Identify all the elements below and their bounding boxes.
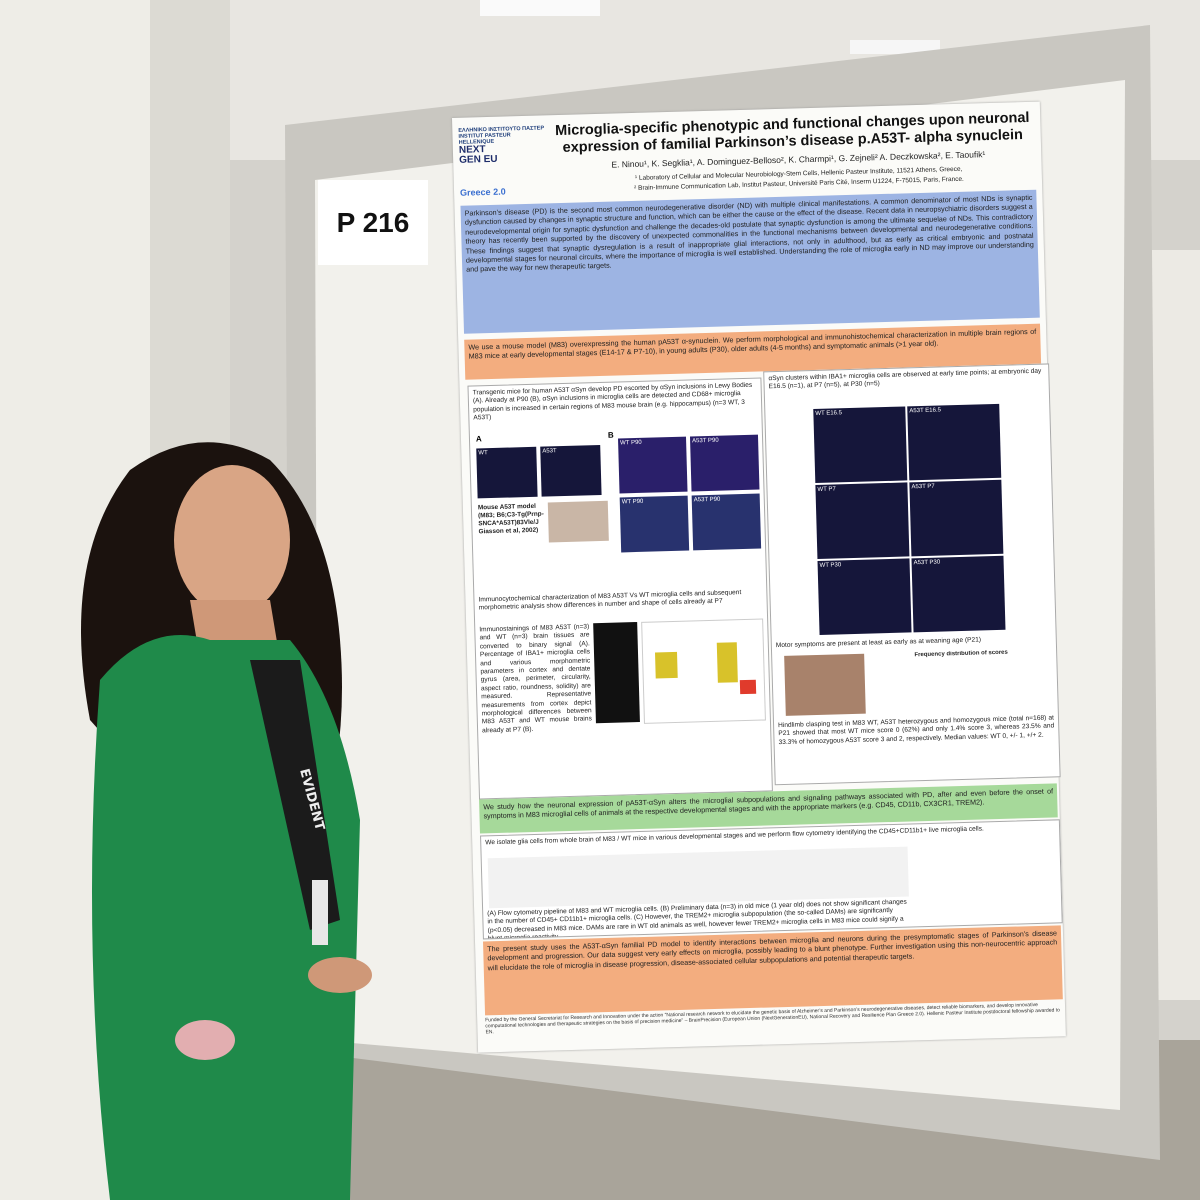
- face: [174, 465, 290, 615]
- hand: [308, 957, 372, 993]
- micrograph: A53T: [540, 444, 602, 497]
- micrograph: WT P90: [619, 495, 690, 553]
- nextgen-logo: NEXT GEN EU: [458, 144, 498, 166]
- image-label: WT P7: [817, 486, 836, 493]
- box-plot-image: [641, 618, 766, 724]
- image-label: WT P90: [621, 498, 644, 506]
- box: [716, 642, 738, 683]
- right-panel: αSyn clusters within IBA1+ microglia cel…: [763, 363, 1061, 786]
- micrograph: WT P90: [618, 436, 688, 494]
- micrograph: A53T P90: [691, 493, 762, 551]
- flow-panel: We isolate glia cells from whole brain o…: [480, 819, 1063, 940]
- left-panel: Transgenic mice for human A53T αSyn deve…: [467, 377, 773, 800]
- flow-plots: [487, 846, 909, 909]
- micrograph: A53T P30: [911, 555, 1006, 633]
- image-label: WT P90: [620, 439, 642, 447]
- panel-text: αSyn clusters within IBA1+ microglia cel…: [768, 367, 1042, 391]
- model-caption: Mouse A53T model (M83; B6;C3-Tg(Prnp-SNC…: [477, 502, 544, 536]
- institute-logo: ΕΛΛΗΝΙΚΟ ΙΝΣΤΙΤΟΥΤΟ ΠΑΣΤΕΡ INSTITUT PAST…: [458, 125, 545, 146]
- panel-text: Transgenic mice for human A53T αSyn deve…: [472, 381, 753, 422]
- box: [655, 651, 678, 679]
- image-label: A53T E16.5: [909, 407, 942, 415]
- micrograph: A53T P90: [689, 434, 760, 492]
- panel-text: Immunostainings of M83 A53T (n=3) and WT…: [479, 623, 592, 735]
- panel-letter: B: [607, 430, 614, 440]
- ceiling-light: [850, 40, 940, 54]
- micrograph: A53T P7: [909, 479, 1004, 557]
- image-label: A53T P90: [692, 437, 719, 445]
- panel-text: Immunocytochemical characterization of M…: [478, 589, 742, 612]
- next-board: [1150, 250, 1200, 1000]
- micrograph: A53T E16.5: [907, 403, 1002, 481]
- image-label: A53T P30: [913, 559, 941, 567]
- panel-letter: A: [475, 434, 482, 444]
- box: [739, 679, 757, 695]
- lanyard: [250, 660, 340, 930]
- greece-logo: Greece 2.0: [459, 186, 506, 198]
- panel-text: Motor symptoms are present at least as e…: [775, 636, 982, 650]
- introduction: Parkinson’s disease (PD) is the second m…: [460, 189, 1040, 334]
- micrograph: WT E16.5: [813, 406, 908, 483]
- micrograph: [593, 622, 640, 724]
- micrograph: WT P7: [815, 482, 910, 559]
- image-label: A53T P90: [693, 496, 721, 504]
- micrograph: WT: [476, 446, 538, 499]
- mouse-photo: [547, 500, 609, 543]
- image-label: WT P30: [819, 562, 842, 569]
- board-label-card: [318, 180, 428, 265]
- micrograph: WT P30: [817, 558, 912, 635]
- image-label: A53T P7: [911, 483, 935, 491]
- chart-title: Frequency distribution of scores: [914, 649, 1008, 659]
- board-label: P 216: [336, 206, 410, 238]
- ceiling-light: [480, 0, 600, 16]
- image-label: WT E16.5: [815, 410, 843, 417]
- conclusion: The present study uses the A53T-αSyn fam…: [483, 925, 1063, 1016]
- panel-text: Hindlimb clasping test in M83 WT, A53T h…: [777, 714, 1055, 746]
- image-label: A53T: [542, 448, 557, 455]
- scrunchie: [175, 1020, 235, 1060]
- clasping-photo: [784, 653, 866, 716]
- image-label: WT: [478, 450, 488, 457]
- poster: ΕΛΛΗΝΙΚΟ ΙΝΣΤΙΤΟΥΤΟ ΠΑΣΤΕΡ INSTITUT PAST…: [452, 101, 1066, 1053]
- badge: [312, 880, 328, 945]
